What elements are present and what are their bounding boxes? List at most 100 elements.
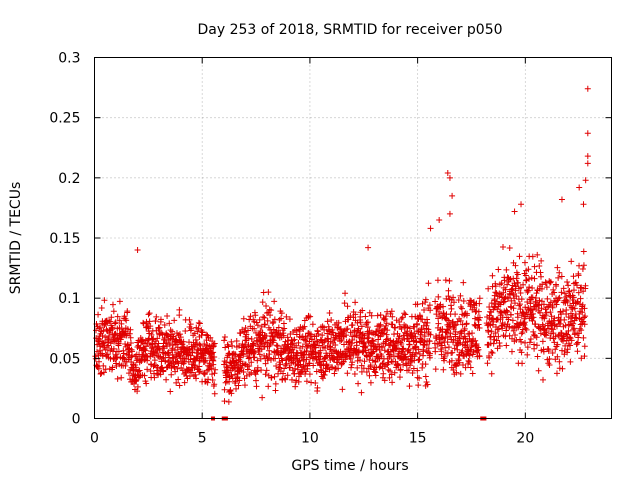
data-point [268,307,275,314]
data-point [95,311,102,318]
data-point [450,367,457,374]
data-point [292,383,299,390]
data-point [582,313,589,320]
data-point [377,321,384,328]
data-point [550,330,557,337]
data-point [561,290,568,297]
data-point [454,318,461,325]
data-point [581,343,588,350]
data-point [550,286,557,293]
data-point [199,329,206,336]
data-point [526,339,533,346]
data-point [432,298,439,305]
data-point [512,331,519,338]
data-point [287,354,294,361]
data-point [538,305,545,312]
data-point [490,340,497,347]
data-point [226,378,233,385]
data-point [522,304,529,311]
data-point [256,316,263,323]
data-point [334,359,341,366]
data-point [241,382,248,389]
data-point [246,362,253,369]
data-point [529,253,536,260]
data-point [471,304,478,311]
data-point [335,365,342,372]
data-point [402,311,409,318]
data-point [476,314,483,321]
data-point [412,343,419,350]
data-point [512,283,519,290]
data-point [400,361,407,368]
data-point [343,332,350,339]
data-point [275,347,282,354]
data-point [331,337,338,344]
data-point [123,317,130,324]
data-point [306,360,313,367]
data-point [422,296,429,303]
data-point [435,308,442,315]
data-point [221,333,228,340]
data-point [400,345,407,352]
data-point [364,335,371,342]
data-point [453,360,460,367]
data-point [584,85,591,92]
data-point [271,373,278,380]
data-point [256,351,263,358]
data-point [456,359,463,366]
data-point [162,357,169,364]
data-point [377,333,384,340]
data-point [354,319,361,326]
data-point [518,349,525,356]
data-point [196,363,203,370]
data-point [433,335,440,342]
data-point [416,351,423,358]
data-point [554,353,561,360]
data-point [338,337,345,344]
data-point [446,277,453,284]
data-point [571,325,578,332]
data-point [143,353,150,360]
data-point [489,350,496,357]
data-point [237,330,244,337]
y-tick-label: 0.1 [58,291,80,307]
data-point [472,337,479,344]
data-points [92,85,591,421]
data-point [363,319,370,326]
data-point [197,368,204,375]
data-point [262,321,269,328]
data-point [578,355,585,362]
data-point [251,354,258,361]
data-point [338,354,345,361]
data-point [327,346,334,353]
data-point [359,307,366,314]
data-point [296,357,303,364]
data-point [565,314,572,321]
data-point [254,364,261,371]
data-point [193,375,200,382]
data-point [579,301,586,308]
data-point [365,338,372,345]
data-point [259,394,266,401]
data-point [501,298,508,305]
data-point [578,284,585,291]
data-point [305,342,312,349]
data-point [153,350,160,357]
data-point [263,302,270,309]
data-point [434,277,441,284]
data-point [501,277,508,284]
data-point [515,279,522,286]
data-point [188,369,195,376]
data-point [522,339,529,346]
data-point [396,319,403,326]
data-point [212,366,219,373]
data-point [112,319,119,326]
data-point [462,364,469,371]
data-point [517,290,524,297]
data-point [221,337,228,344]
data-point [536,262,543,269]
data-point [460,279,467,286]
data-point [270,337,277,344]
data-point [341,300,348,307]
data-point [171,317,178,324]
